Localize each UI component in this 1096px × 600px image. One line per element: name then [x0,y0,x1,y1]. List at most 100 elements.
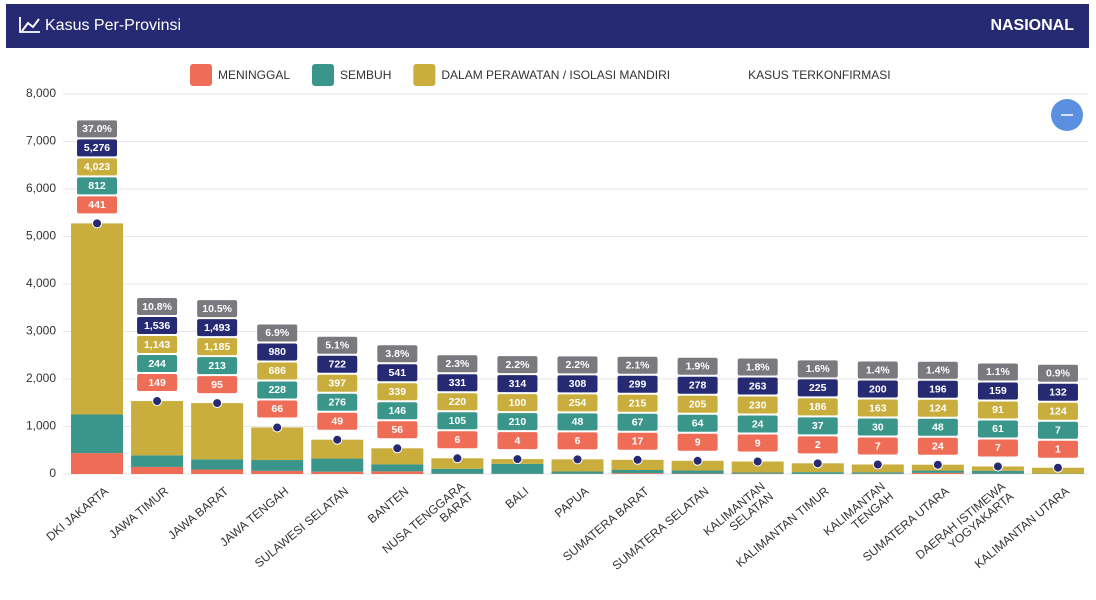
bar-segment [311,458,364,472]
y-tick-label: 7,000 [26,134,56,148]
y-tick-label: 6,000 [26,181,56,195]
label-box [677,376,718,394]
label-box [437,355,478,373]
label-box [1037,421,1078,439]
data-label: 10.8% [142,301,172,313]
data-label: 95 [211,379,223,391]
x-tick-label: DAERAH ISTIMEWAYOGYAKARTA [913,479,1016,572]
data-label: 3.8% [385,348,410,360]
bar-segment [311,439,364,459]
bar-segment [851,472,904,474]
label-box [917,418,958,436]
data-label: 1.8% [746,361,771,373]
label-box [377,364,418,382]
data-label: 1,185 [204,341,230,353]
y-tick-label: 8,000 [26,86,56,100]
data-label: 299 [629,379,647,391]
bar-segment [71,453,124,474]
label-box [737,358,778,376]
label-box [557,413,598,431]
legend-label[interactable]: MENINGGAL [218,68,290,82]
total-dot [632,454,643,465]
data-label: 1.4% [926,364,951,376]
data-label: 5.1% [325,339,350,351]
label-box [797,360,838,378]
label-box [677,395,718,413]
total-dot [92,218,103,229]
data-label: 339 [389,386,407,398]
total-dot [992,461,1003,472]
label-box [617,432,658,450]
label-box [557,394,598,412]
data-label: 2.1% [626,360,651,372]
label-box [857,361,898,379]
total-dot [692,455,703,466]
data-label: 1.4% [866,364,891,376]
data-label: 1,493 [204,322,230,334]
data-label: 2.2% [566,359,591,371]
label-box [77,196,118,214]
bar-segment [191,403,244,460]
data-label: 163 [869,402,887,414]
label-box [737,415,778,433]
label-box [737,434,778,452]
label-box [977,420,1018,438]
bar-segment [371,471,424,474]
bar-segment [251,470,304,474]
data-label: 1 [1055,444,1061,456]
legend-label[interactable]: SEMBUH [340,68,391,82]
total-dot [332,434,343,445]
data-label: 7 [875,440,881,452]
data-label: 1,536 [144,320,170,332]
total-dot [872,459,883,470]
label-box [77,177,118,195]
label-box [977,401,1018,419]
data-label: 230 [749,399,767,411]
data-label: 66 [271,403,283,415]
label-box [137,336,178,354]
legend-label[interactable]: KASUS TERKONFIRMASI [748,68,890,82]
bar-segment [611,473,664,474]
data-label: 7 [995,442,1001,454]
data-label: 24 [932,440,944,452]
data-label: 278 [689,380,707,392]
data-label: 105 [449,415,467,427]
label-box [497,394,538,412]
bar-segment [251,460,304,471]
bar-segment [131,455,184,467]
label-box [317,355,358,373]
label-box [377,345,418,363]
label-box [797,398,838,416]
data-label: 6 [454,434,460,446]
bar-segment [551,471,604,474]
label-box [797,417,838,435]
total-dot [572,454,583,465]
label-box [77,158,118,176]
data-label: 100 [509,397,527,409]
data-label: 1.9% [686,361,711,373]
label-box [977,382,1018,400]
label-box [437,374,478,392]
label-box [437,393,478,411]
bar-segment [611,470,664,474]
total-dot [812,458,823,469]
label-box [377,402,418,420]
label-box [557,375,598,393]
legend-swatch [413,64,436,86]
bar-segment [131,466,184,474]
data-label: 314 [509,378,527,390]
legend-label[interactable]: DALAM PERAWATAN / ISOLASI MANDIRI [441,68,670,82]
bar-segment [731,461,784,473]
data-label: 254 [569,397,587,409]
label-box [77,120,118,138]
x-tick-label: BALI [502,484,531,511]
header-bar [6,4,1089,48]
bar-segment [251,427,304,461]
data-label: 64 [692,418,704,430]
data-label: 263 [749,380,767,392]
legend-swatch [190,64,212,86]
data-label: 200 [869,383,887,395]
header-scope[interactable]: NASIONAL [990,17,1074,34]
data-label: 146 [389,405,407,417]
data-label: 24 [752,418,764,430]
